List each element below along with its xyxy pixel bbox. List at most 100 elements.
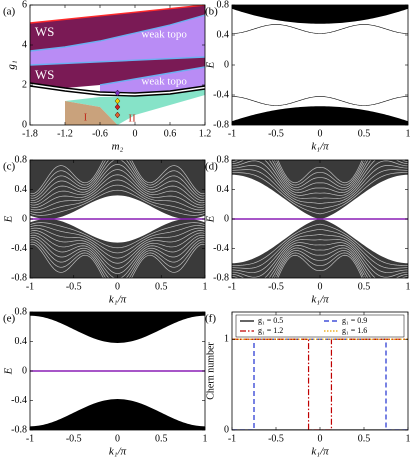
y-tick-label: -0.4 [11,395,27,406]
x-axis-label: k₁/π [311,294,329,306]
x-tick-label: 0.5 [358,433,371,444]
band-fringe [30,232,205,269]
annotation: WS [35,24,55,39]
surface-band [232,96,408,106]
x-tick-label: -0.5 [66,281,82,292]
band-fringe [232,228,408,269]
x-tick-label: 1 [406,128,411,139]
x-tick-label: 0 [115,281,120,292]
x-tick-label: 1 [406,433,411,444]
x-tick-label: 0 [318,128,323,139]
bulk-band [232,219,408,278]
plot-area [232,338,408,430]
annotation: II [128,113,136,125]
annotation: WS [35,67,55,82]
band-fringe [277,160,363,184]
y-tick-label: 0.4 [15,336,28,347]
bulk-band [232,160,408,219]
band-fringe [30,227,205,259]
y-tick-label: 2 [22,79,27,90]
band-fringe [232,239,408,278]
band-fringe [232,160,408,194]
band-fringe [271,247,369,278]
plot-area [232,5,408,125]
axes-frame [29,4,206,126]
x-tick-label: 1 [203,433,208,444]
band-fringe [30,164,205,204]
y-axis-label: E [205,61,217,69]
band-fringe [232,169,408,210]
y-tick-label: -0.8 [11,272,27,283]
y-tick-label: 0.8 [15,306,28,317]
band-fringe [30,222,205,249]
band-fringe [30,225,205,254]
phase-region [30,57,205,88]
annotation: weak topo [141,29,187,41]
band-fringe [30,169,205,206]
y-tick-label: -0.4 [213,89,229,100]
y-tick-label: 0.4 [15,184,28,195]
x-tick-label: 0 [115,433,120,444]
band-fringe [30,160,205,201]
x-tick-label: -1 [228,128,236,139]
band-fringe [30,174,205,208]
band-fringe [271,160,369,191]
legend-label: g₁ = 0.5 [258,316,283,325]
phase-boundary [30,56,205,66]
y-tick-label: 0.8 [217,154,230,165]
y-tick-label: -0.8 [213,119,229,130]
y-tick-label: 0.4 [217,184,230,195]
y-axis-label: E [3,215,15,223]
band-fringe [232,223,408,266]
band-fringe [273,160,367,188]
x-tick-label: 0 [318,281,323,292]
x-tick-label: -1 [228,433,236,444]
x-tick-label: 0.5 [155,281,168,292]
x-tick-label: 0.5 [155,433,168,444]
panel-label: (b) [205,6,218,18]
panel-label: (f) [205,313,216,325]
panel-label: (d) [205,161,218,173]
panel-label: (a) [3,6,16,18]
band-fringe [30,230,205,264]
x-tick-label: -0.5 [66,433,82,444]
band-fringe [30,179,205,211]
plot-area [30,312,205,430]
y-tick-label: 0 [224,213,229,224]
bulk-band [232,5,408,24]
x-tick-label: -1.8 [22,128,38,139]
band-fringe [232,234,408,273]
marker [114,89,121,97]
phase-region [65,101,118,125]
band-fringe [30,243,205,278]
x-tick-label: -1 [26,281,34,292]
x-axis-label: k₁/π [109,446,127,458]
y-tick-label: 1 [224,334,229,345]
y-tick-label: 0 [224,59,229,70]
x-tick-label: -1 [26,433,34,444]
y-tick-label: 0.8 [217,0,230,10]
x-tick-label: 0.6 [164,128,177,139]
band-fringe [232,242,408,278]
band-fringe [30,239,205,278]
bulk-band [30,160,205,219]
x-tick-label: -0.5 [268,128,284,139]
annotation: weak topo [141,76,187,88]
x-tick-label: 0 [318,433,323,444]
x-axis-label: m₂ [112,141,124,153]
x-axis-label: k₁/π [311,141,329,153]
y-axis-label: Chern number [205,342,216,400]
y-tick-label: 0.8 [15,154,28,165]
x-tick-label: 1 [406,281,411,292]
band-fringe [30,160,205,195]
band-fringe [30,234,205,274]
band-fringe [30,237,205,278]
annotation: I [84,112,88,124]
y-tick-label: 0 [224,424,229,435]
x-tick-label: 0.5 [358,281,371,292]
y-tick-label: 6 [22,0,27,10]
phase-region [30,5,205,51]
band-fringe [232,172,408,215]
y-axis-label: E [3,367,15,375]
chern-line [232,338,408,430]
